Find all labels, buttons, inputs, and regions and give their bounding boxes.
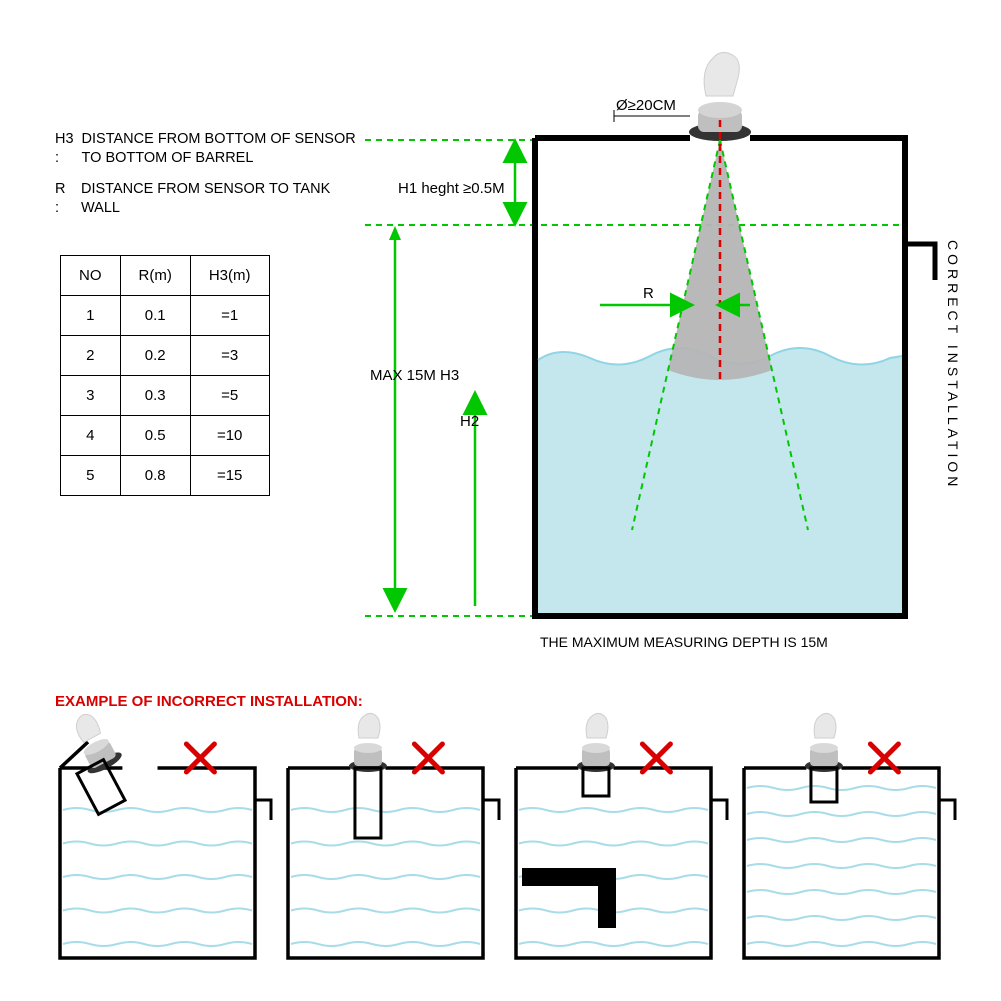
incorrect-tank [60,707,271,958]
incorrect-tank [516,713,727,958]
incorrect-examples [0,0,1001,1001]
incorrect-tank [288,713,499,958]
incorrect-tank [744,713,955,958]
